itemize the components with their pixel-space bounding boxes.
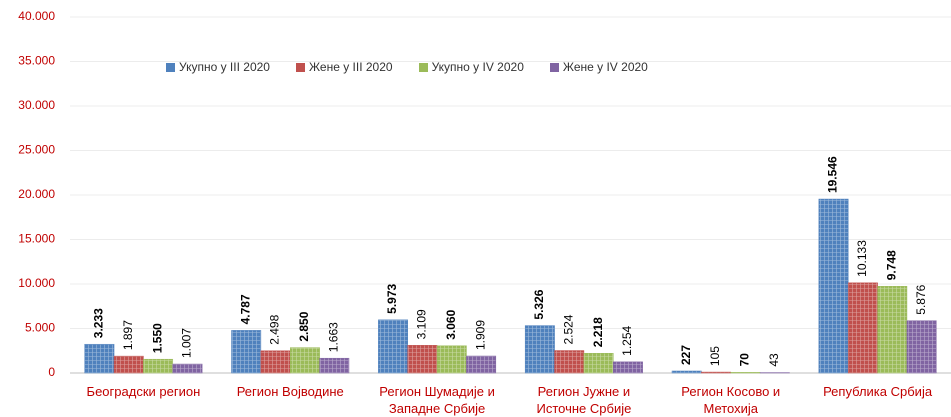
value-label: 2.850 bbox=[297, 311, 311, 341]
y-tick-label: 25.000 bbox=[18, 143, 55, 157]
value-label: 3.109 bbox=[415, 309, 429, 339]
value-label: 19.546 bbox=[826, 156, 840, 193]
bar bbox=[114, 356, 143, 373]
bar bbox=[466, 356, 495, 373]
value-label: 5.326 bbox=[532, 289, 546, 319]
bar bbox=[173, 364, 202, 373]
value-label: 1.007 bbox=[180, 328, 194, 358]
bar bbox=[848, 283, 877, 373]
value-label: 9.748 bbox=[884, 250, 898, 280]
legend-label: Укупно у III 2020 bbox=[179, 60, 270, 74]
legend-swatch bbox=[550, 63, 559, 72]
value-label: 105 bbox=[708, 346, 722, 366]
legend-item: Жене у III 2020 bbox=[296, 60, 393, 74]
y-tick-label: 20.000 bbox=[18, 187, 55, 201]
bar bbox=[437, 346, 466, 373]
value-label: 5.973 bbox=[385, 283, 399, 313]
value-label: 4.787 bbox=[238, 294, 252, 324]
legend-label: Укупно у IV 2020 bbox=[432, 60, 524, 74]
bar bbox=[819, 199, 848, 373]
bar bbox=[555, 351, 584, 373]
bar bbox=[290, 348, 319, 373]
legend-item: Укупно у IV 2020 bbox=[419, 60, 524, 74]
bar bbox=[525, 326, 554, 373]
x-tick-label: Република Србија bbox=[808, 383, 948, 400]
value-label: 1.909 bbox=[473, 320, 487, 350]
y-tick-label: 35.000 bbox=[18, 54, 55, 68]
value-label: 1.663 bbox=[326, 322, 340, 352]
legend-item: Укупно у III 2020 bbox=[166, 60, 270, 74]
bar bbox=[378, 320, 407, 373]
y-tick-label: 40.000 bbox=[18, 9, 55, 23]
x-tick-label: Београдски регион bbox=[73, 383, 213, 400]
bar bbox=[85, 344, 114, 373]
value-label: 1.897 bbox=[121, 320, 135, 350]
x-tick-label: Регион Шумадије и Западне Србије bbox=[367, 383, 507, 417]
bar bbox=[584, 353, 613, 373]
legend: Укупно у III 2020 Жене у III 2020 Укупно у… bbox=[166, 60, 648, 74]
value-label: 70 bbox=[738, 353, 752, 367]
y-tick-label: 5.000 bbox=[25, 321, 55, 335]
x-tick-label: Регион Косово и Метохија bbox=[661, 383, 801, 417]
value-label: 3.060 bbox=[444, 309, 458, 339]
value-label: 227 bbox=[679, 345, 693, 365]
bar bbox=[320, 358, 349, 373]
bar bbox=[232, 330, 261, 373]
legend-label: Жене у IV 2020 bbox=[563, 60, 648, 74]
legend-swatch bbox=[419, 63, 428, 72]
value-label: 43 bbox=[767, 353, 781, 367]
y-tick-label: 0 bbox=[48, 365, 55, 379]
bar bbox=[143, 359, 172, 373]
value-label: 1.254 bbox=[620, 325, 634, 355]
x-tick-label: Регион Војводине bbox=[220, 383, 360, 400]
value-label: 3.233 bbox=[92, 308, 106, 338]
bar bbox=[878, 286, 907, 373]
legend-swatch bbox=[296, 63, 305, 72]
legend-item: Жене у IV 2020 bbox=[550, 60, 648, 74]
y-tick-label: 30.000 bbox=[18, 98, 55, 112]
legend-swatch bbox=[166, 63, 175, 72]
value-label: 5.876 bbox=[914, 284, 928, 314]
value-label: 2.218 bbox=[591, 317, 605, 347]
value-label: 2.498 bbox=[268, 314, 282, 344]
bar bbox=[731, 372, 760, 373]
value-label: 10.133 bbox=[855, 240, 869, 277]
value-label: 2.524 bbox=[561, 314, 575, 344]
value-label: 1.550 bbox=[150, 323, 164, 353]
bar bbox=[672, 371, 701, 373]
x-tick-label: Регион Јужне и Источне Србије bbox=[514, 383, 654, 417]
bar bbox=[907, 321, 936, 373]
bar bbox=[261, 351, 290, 373]
y-tick-label: 10.000 bbox=[18, 276, 55, 290]
bar bbox=[701, 372, 730, 373]
y-tick-label: 15.000 bbox=[18, 232, 55, 246]
bar bbox=[408, 345, 437, 373]
legend-label: Жене у III 2020 bbox=[309, 60, 393, 74]
bar bbox=[613, 362, 642, 373]
